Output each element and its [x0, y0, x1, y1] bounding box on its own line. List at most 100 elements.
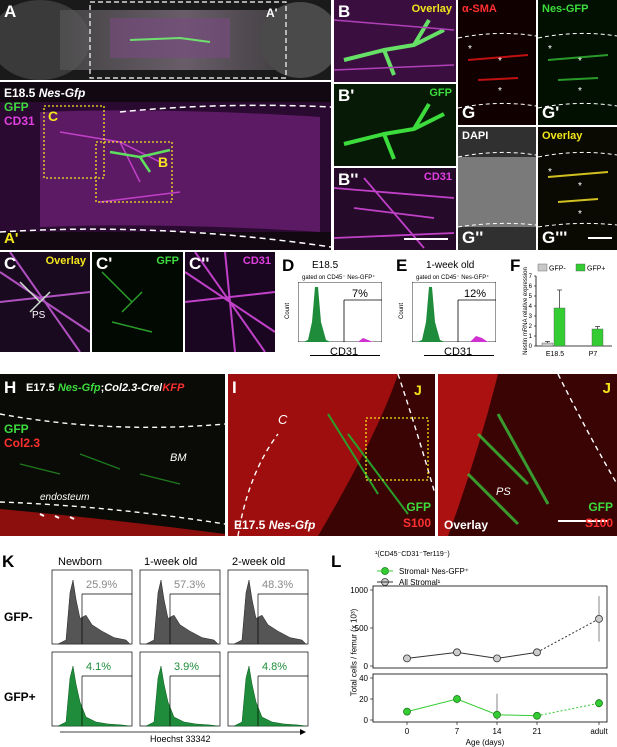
- l-point-all-stromal: [533, 648, 541, 657]
- svg-text:*: *: [468, 44, 472, 55]
- k-gate-percent: 4.8%: [262, 661, 287, 673]
- f-ytick-label: 0: [529, 344, 533, 350]
- panel-g2: DAPI G'': [458, 127, 536, 250]
- panel-c2: C'' CD31: [185, 252, 275, 352]
- k-histogram: [145, 665, 219, 727]
- panel-b2-ch: CD31: [423, 171, 452, 183]
- panel-d-pct: 7%: [352, 288, 368, 300]
- panel-l: L ¹(CD45⁻CD31⁻Ter119⁻) Total cells / fem…: [325, 548, 617, 747]
- panel-k-row-1: GFP+: [4, 690, 36, 704]
- l-ytick-lower-label: 0: [364, 716, 369, 725]
- panel-g3: * * * Overlay G''': [538, 127, 617, 250]
- k-gate-percent: 3.9%: [174, 661, 199, 673]
- panel-a-prime-image: [0, 102, 331, 248]
- panel-i-j: J: [414, 382, 422, 398]
- panel-h-endosteum: endosteum: [40, 492, 90, 503]
- panel-h-ch1: GFP: [4, 422, 29, 436]
- panel-e-gate: gated on CD45⁻ Nes-GFP⁺: [416, 275, 490, 281]
- panel-h-ch2: Col2.3: [4, 436, 41, 450]
- svg-text:*: *: [548, 167, 552, 178]
- panel-j-ch2: S100: [584, 516, 613, 530]
- svg-text:*: *: [578, 209, 582, 220]
- panel-d-arrow: [310, 355, 380, 356]
- panel-e-ylabel: Count: [399, 302, 406, 320]
- f-legend-label: GFP-: [549, 266, 566, 273]
- panel-k-col-0: Newborn: [58, 556, 103, 568]
- panel-b1-ch: GFP: [429, 87, 452, 99]
- f-ytick-label: 3: [529, 314, 533, 320]
- k-gate-percent: 57.3%: [174, 579, 205, 591]
- k-gate-percent: 25.9%: [86, 579, 117, 591]
- panel-a-title: E18.5 Nes-Gfp: [4, 86, 86, 100]
- k-hist-frame: [139, 651, 221, 727]
- panel-g-letter: G: [462, 103, 476, 122]
- f-ytick-label: 7: [529, 274, 533, 280]
- l-ytick-upper-label: 500: [355, 624, 369, 633]
- l-point-all-stromal: [493, 654, 501, 663]
- panel-d-hist: [298, 282, 382, 342]
- panel-k-row-0: GFP-: [4, 610, 33, 624]
- l-point-all-stromal: [403, 654, 411, 663]
- k-gate-percent: 48.3%: [262, 579, 293, 591]
- f-ytick-label: 1: [529, 334, 533, 340]
- l-legend-label-nes: Stromal¹ Nes-GFP⁺: [399, 567, 469, 576]
- panel-h: H E17.5 Nes-Gfp;Col2.3-Cre/KFP GFP Col2.…: [0, 374, 225, 536]
- panel-a-prime: E18.5 Nes-Gfp GFP CD31 C B A': [0, 82, 331, 250]
- panel-i-ch2: S100: [402, 516, 431, 530]
- l-ytick-upper-label: 0: [364, 662, 369, 671]
- f-ytick-label: 6: [529, 284, 533, 290]
- panel-l-footnote: ¹(CD45⁻CD31⁻Ter119⁻): [375, 551, 450, 558]
- panel-a-letter: A: [4, 2, 17, 21]
- panel-g3-ch: Overlay: [542, 130, 583, 142]
- panel-i-letter: I: [232, 378, 237, 397]
- panel-e: E 1-week old gated on CD45⁻ Nes-GFP⁺ 12%…: [394, 252, 506, 362]
- l-point-all-stromal: [595, 614, 603, 623]
- panel-a-box-c: C: [48, 108, 59, 124]
- panel-a-gene: Nes-Gfp: [38, 86, 86, 100]
- svg-text:*: *: [498, 56, 502, 67]
- f-legend-swatch: [575, 263, 586, 272]
- f-ytick-label: 5: [529, 294, 533, 300]
- panel-l-letter: L: [331, 552, 342, 571]
- panel-j-ch1: GFP: [588, 500, 613, 514]
- panel-d-letter: D: [282, 256, 295, 275]
- panel-a-tissue: [0, 0, 331, 80]
- f-category-label: E18.5: [546, 351, 564, 358]
- k-histogram: [145, 579, 219, 645]
- panel-g2-ch: DAPI: [462, 130, 489, 142]
- panel-h-bm: BM: [170, 452, 187, 464]
- panel-j-ps: PS: [496, 486, 511, 498]
- panel-g1: * * * Nes-GFP G': [538, 0, 617, 125]
- panel-j: J PS GFP S100 Overlay: [438, 374, 617, 536]
- panel-i-title: E17.5 Nes-Gfp: [234, 518, 316, 532]
- panel-a-ch1: GFP: [4, 100, 29, 114]
- k-gate-percent: 4.1%: [86, 661, 111, 673]
- f-bar: [541, 342, 554, 347]
- k-histogram: [57, 579, 131, 645]
- l-point-nes-gfp: [453, 695, 461, 703]
- panel-b2-letter: B'': [338, 170, 359, 189]
- svg-text:*: *: [578, 56, 582, 67]
- panel-k-histograms: 25.9% 57.3% 48.3% 4.1% 3.9% 4.8%: [51, 569, 309, 735]
- panel-c1-ch: GFP: [156, 255, 179, 267]
- panel-b2: B'' CD31: [334, 168, 456, 250]
- panel-h-gene-c: KFP: [162, 382, 185, 394]
- panel-h-gene-b: Col2.3-Cre: [104, 382, 160, 394]
- panel-k-letter: K: [2, 552, 15, 571]
- panel-h-gene-a: Nes-Gfp: [57, 382, 101, 394]
- panel-a-bottom-letter: A': [4, 230, 19, 247]
- panel-d-title: E18.5: [312, 260, 339, 271]
- svg-text:*: *: [548, 44, 552, 55]
- panel-c-ps: PS: [32, 310, 46, 321]
- l-xtick-label: 14: [493, 727, 502, 736]
- panel-i-ch1: GFP: [406, 500, 431, 514]
- l-point-nes-gfp: [533, 711, 541, 720]
- svg-text:*: *: [578, 181, 582, 192]
- panel-b: B Overlay: [334, 0, 456, 82]
- f-bar: [591, 328, 604, 347]
- panel-i-c: C: [278, 412, 288, 427]
- f-legend-swatch: [537, 263, 548, 272]
- k-histogram: [233, 665, 307, 727]
- panel-d: D E18.5 gated on CD45⁻ Nes-GFP⁺ 7% Count…: [280, 252, 390, 362]
- svg-text:*: *: [498, 86, 502, 97]
